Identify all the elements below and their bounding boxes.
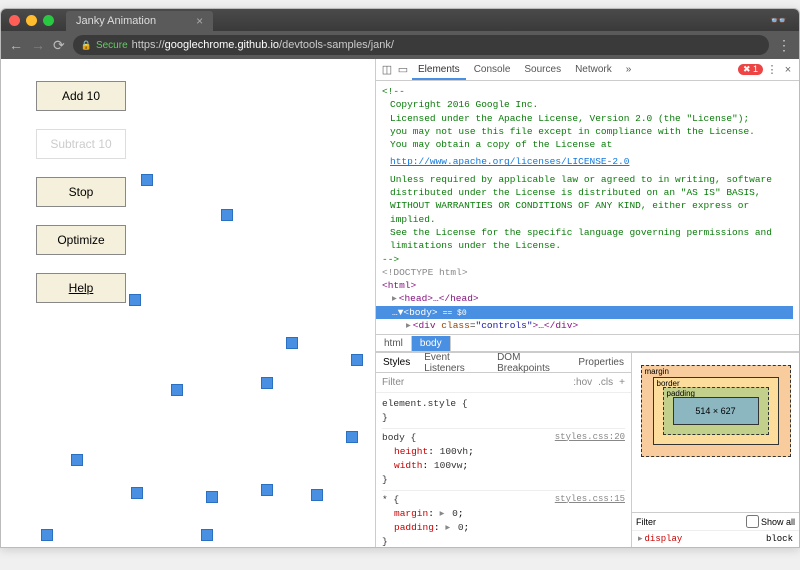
secure-label: Secure (96, 40, 128, 51)
error-indicator[interactable]: ✖ 1 ⋮ × (738, 63, 795, 76)
address-bar[interactable]: 🔒 Secure https://googlechrome.github.io/… (73, 35, 769, 55)
box-model-panel: margin border padding 514 × 627 Filter S… (631, 353, 799, 547)
license-link[interactable]: http://www.apache.org/licenses/LICENSE-2… (390, 156, 629, 167)
reload-button[interactable]: ⟳ (53, 37, 65, 54)
maximize-icon[interactable] (43, 15, 54, 26)
devtools-close-icon[interactable]: × (781, 64, 795, 76)
show-all-checkbox[interactable] (746, 515, 759, 528)
subtab-styles[interactable]: Styles (376, 355, 417, 370)
lock-icon: 🔒 (81, 40, 92, 51)
tab-elements[interactable]: Elements (412, 61, 466, 80)
subtract-button[interactable]: Subtract 10 (36, 129, 126, 159)
source-link[interactable]: styles.css:20 (555, 431, 625, 445)
titlebar: Janky Animation × 👓 (1, 9, 799, 31)
page-viewport: Add 10 Subtract 10 Stop Optimize Help (1, 59, 376, 547)
content-area: Add 10 Subtract 10 Stop Optimize Help ◫ … (1, 59, 799, 547)
head-tag[interactable]: ▸<head>…</head> (382, 292, 793, 305)
inspect-icon[interactable]: ◫ (380, 63, 394, 76)
show-all-label: Show all (761, 517, 795, 527)
mover-square (171, 384, 183, 396)
computed-filter-input[interactable]: Filter (636, 517, 656, 527)
mover-square (131, 487, 143, 499)
forward-button[interactable]: → (31, 37, 45, 53)
url-text: https://googlechrome.github.io/devtools-… (132, 39, 394, 51)
device-icon[interactable]: ▭ (396, 63, 410, 76)
subtab-dom-breakpoints[interactable]: DOM Breakpoints (490, 350, 571, 376)
mover-square (311, 489, 323, 501)
mover-square (261, 377, 273, 389)
browser-window: Janky Animation × 👓 ← → ⟳ 🔒 Secure https… (0, 8, 800, 548)
doctype: <!DOCTYPE html> (382, 266, 793, 279)
browser-tab[interactable]: Janky Animation × (66, 11, 213, 31)
tab-console[interactable]: Console (468, 61, 517, 78)
crumb-body[interactable]: body (412, 336, 451, 351)
filter-input[interactable]: Filter (382, 377, 404, 388)
tab-more[interactable]: » (620, 61, 638, 78)
mover-square (71, 454, 83, 466)
styles-filter-row: Filter :hov .cls + (376, 373, 631, 393)
box-model-diagram: margin border padding 514 × 627 (641, 365, 791, 457)
source-link-2[interactable]: styles.css:15 (555, 493, 625, 507)
tab-strip: Janky Animation × (66, 9, 770, 31)
mover-square (41, 529, 53, 541)
optimize-button[interactable]: Optimize (36, 225, 126, 255)
url-bar: ← → ⟳ 🔒 Secure https://googlechrome.gith… (1, 31, 799, 59)
devtools-panel: ◫ ▭ Elements Console Sources Network » ✖… (376, 59, 799, 547)
devtools-menu-icon[interactable]: ⋮ (765, 63, 779, 76)
mover-square (351, 354, 363, 366)
error-count: ✖ 1 (738, 64, 763, 75)
controls-div[interactable]: ▸<div class="controls">…</div> (382, 319, 793, 332)
back-button[interactable]: ← (9, 37, 23, 53)
tab-network[interactable]: Network (569, 61, 618, 78)
window-controls (9, 15, 54, 26)
close-icon[interactable] (9, 15, 20, 26)
incognito-icon: 👓 (770, 12, 787, 29)
mover-square (201, 529, 213, 541)
box-model-dims: 514 × 627 (673, 397, 759, 425)
hov-toggle[interactable]: :hov (573, 377, 592, 388)
computed-list[interactable]: ▸displayblock (632, 530, 799, 547)
mover-square (346, 431, 358, 443)
body-tag-selected[interactable]: …▼<body>== $0 (376, 306, 793, 319)
styles-sub-tabs: Styles Event Listeners DOM Breakpoints P… (376, 353, 631, 373)
mover-square (261, 484, 273, 496)
crumb-html[interactable]: html (376, 336, 412, 351)
mover-square (206, 491, 218, 503)
subtab-event-listeners[interactable]: Event Listeners (417, 350, 490, 376)
computed-filter-row: Filter Show all (632, 512, 799, 530)
help-button[interactable]: Help (36, 273, 126, 303)
stop-button[interactable]: Stop (36, 177, 126, 207)
add-button[interactable]: Add 10 (36, 81, 126, 111)
tab-sources[interactable]: Sources (518, 61, 567, 78)
mover-square (286, 337, 298, 349)
tab-close-icon[interactable]: × (196, 14, 203, 28)
subtab-properties[interactable]: Properties (571, 355, 631, 370)
mover-square (141, 174, 153, 186)
mover-square (129, 294, 141, 306)
elements-tree[interactable]: <!-- Copyright 2016 Google Inc. Licensed… (376, 81, 799, 334)
menu-icon[interactable]: ⋮ (777, 37, 791, 54)
html-tag[interactable]: <html> (382, 279, 793, 292)
styles-rules[interactable]: element.style { } styles.css:20body { he… (376, 393, 631, 547)
tab-title: Janky Animation (76, 15, 156, 27)
cls-toggle[interactable]: .cls (598, 377, 613, 388)
devtools-tabs: ◫ ▭ Elements Console Sources Network » ✖… (376, 59, 799, 81)
mover-square (221, 209, 233, 221)
minimize-icon[interactable] (26, 15, 37, 26)
styles-computed-panel: Styles Event Listeners DOM Breakpoints P… (376, 352, 799, 547)
styles-panel: Styles Event Listeners DOM Breakpoints P… (376, 353, 631, 547)
add-rule-icon[interactable]: + (619, 377, 625, 388)
